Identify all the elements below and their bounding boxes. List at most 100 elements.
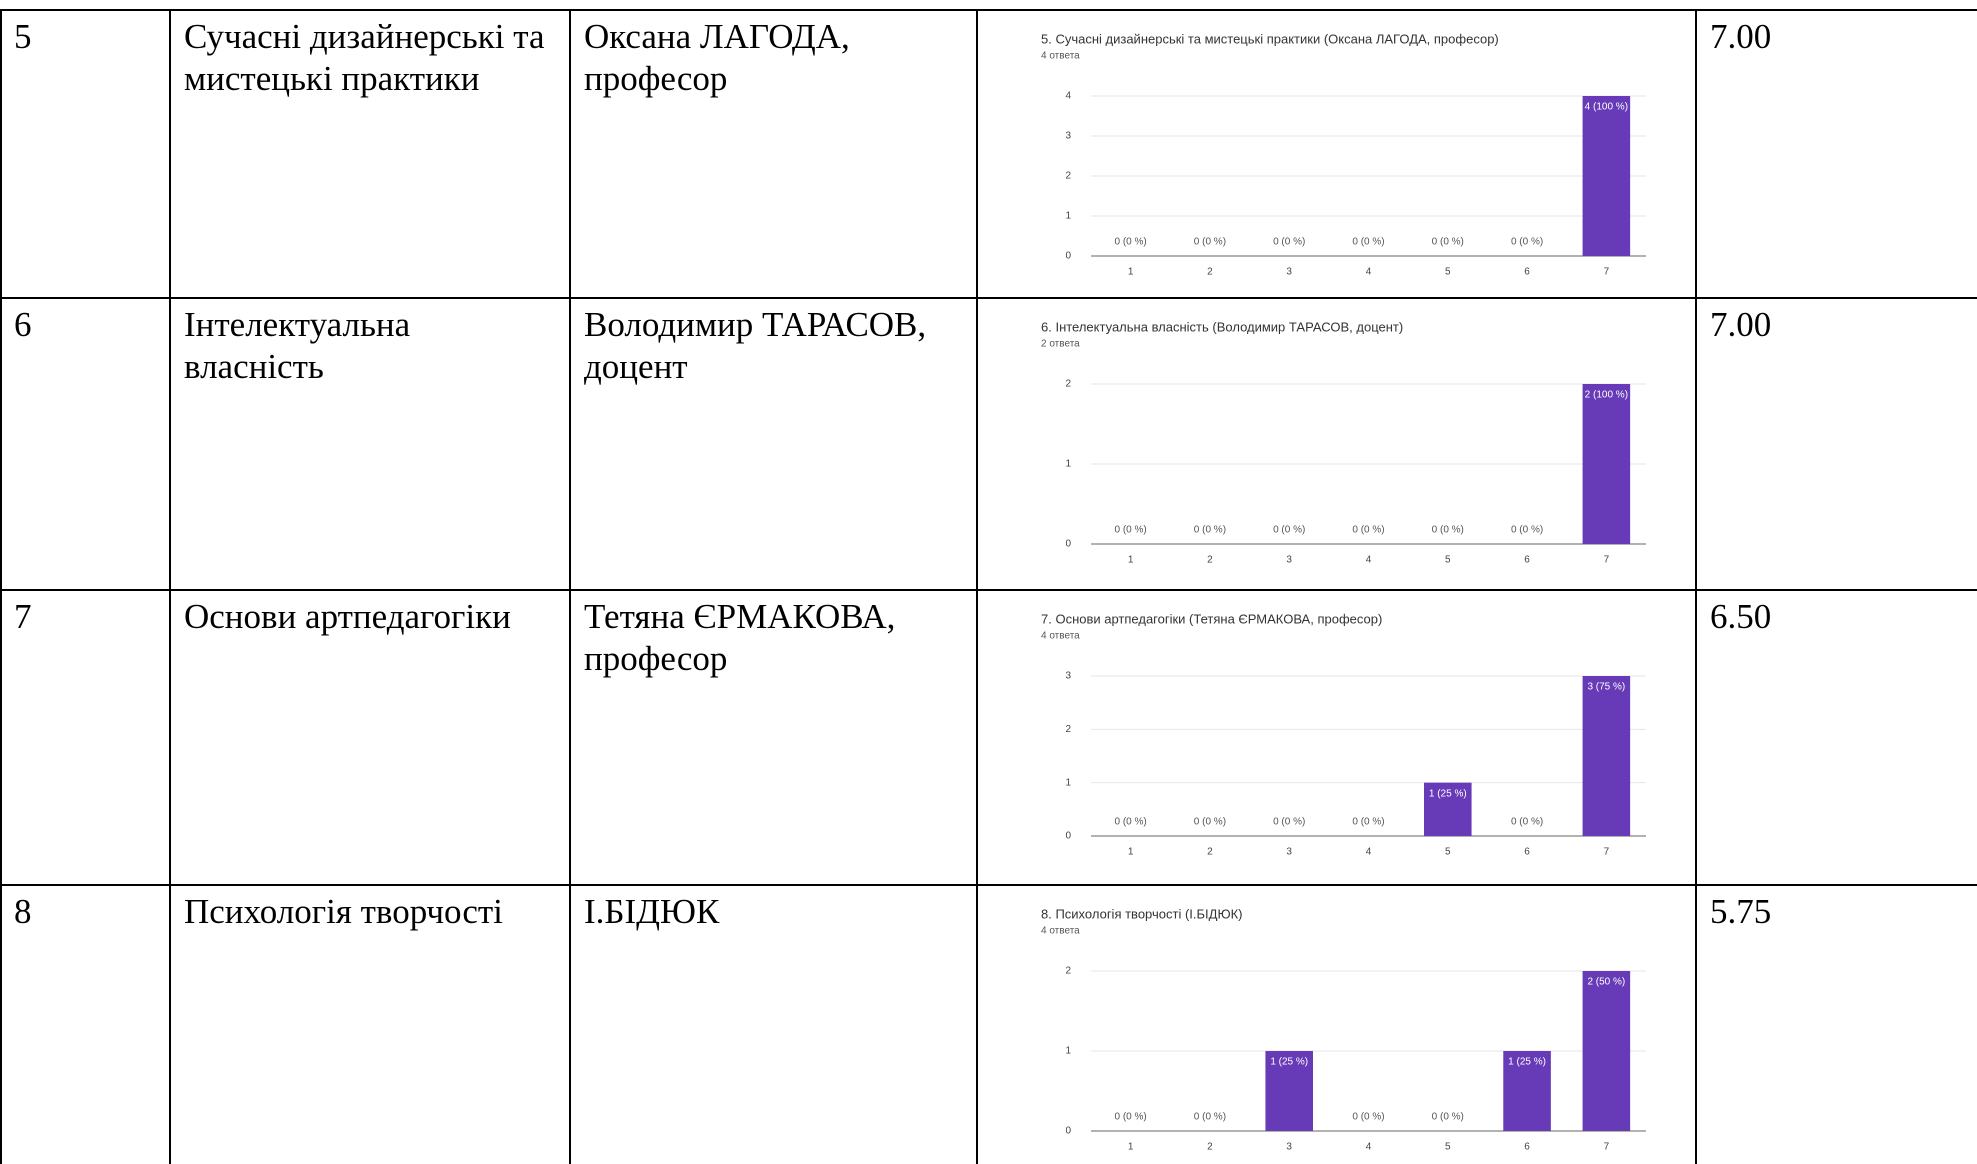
number-cell: 8 <box>14 892 32 931</box>
value-label: 0 (0 %) <box>1352 237 1384 248</box>
course-cell: Основи артпедагогіки <box>184 597 511 636</box>
value-label: 0 (0 %) <box>1352 525 1384 536</box>
score-cell: 7.00 <box>1710 17 1772 56</box>
number-cell: 6 <box>14 305 32 344</box>
y-tick-label: 0 <box>1065 1126 1071 1137</box>
score-cell: 6.50 <box>1710 597 1772 636</box>
x-tick-label: 4 <box>1366 1142 1372 1153</box>
column-border <box>569 10 571 1164</box>
course-cell: Інтелектуальна власність <box>184 305 411 386</box>
bar <box>1582 384 1631 544</box>
x-tick-label: 1 <box>1128 555 1134 566</box>
teacher-cell: І.БІДЮК <box>584 892 720 931</box>
value-label: 0 (0 %) <box>1511 525 1543 536</box>
bar <box>1424 782 1472 836</box>
y-tick-label: 1 <box>1065 211 1071 222</box>
x-tick-label: 2 <box>1207 555 1213 566</box>
x-tick-label: 4 <box>1366 267 1372 278</box>
course-cell: Психологія творчості <box>184 892 503 931</box>
value-label: 0 (0 %) <box>1115 1112 1147 1123</box>
value-label: 0 (0 %) <box>1432 237 1464 248</box>
value-label: 2 (50 %) <box>1587 977 1625 988</box>
chart: 6. Інтелектуальна власність (Володимир Т… <box>991 306 1681 576</box>
x-tick-label: 2 <box>1207 267 1213 278</box>
x-tick-label: 3 <box>1286 847 1292 858</box>
value-label: 0 (0 %) <box>1194 525 1226 536</box>
number-cell: 7 <box>14 597 32 636</box>
value-label: 1 (25 %) <box>1508 1057 1546 1068</box>
x-tick-label: 1 <box>1128 847 1134 858</box>
bar <box>1582 96 1631 256</box>
x-tick-label: 7 <box>1604 847 1610 858</box>
score-cell: 7.00 <box>1710 305 1772 344</box>
value-label: 0 (0 %) <box>1352 817 1384 828</box>
column-border <box>169 10 171 1164</box>
chart: 7. Основи артпедагогіки (Тетяна ЄРМАКОВА… <box>991 598 1681 868</box>
value-label: 0 (0 %) <box>1194 1112 1226 1123</box>
x-tick-label: 3 <box>1286 555 1292 566</box>
x-tick-label: 4 <box>1366 555 1372 566</box>
value-label: 0 (0 %) <box>1273 817 1305 828</box>
x-tick-label: 7 <box>1604 1142 1610 1153</box>
x-tick-label: 7 <box>1604 267 1610 278</box>
course-cell: Сучасні дизайнерські та мистецькі практи… <box>184 17 545 98</box>
teacher-cell: Тетяна ЄРМАКОВА, професор <box>584 597 896 678</box>
row-border <box>0 9 1977 11</box>
x-tick-label: 5 <box>1445 555 1451 566</box>
chart: 8. Психологія творчості (І.БІДЮК) 4 ответ… <box>991 893 1681 1163</box>
value-label: 0 (0 %) <box>1273 525 1305 536</box>
value-label: 0 (0 %) <box>1432 1112 1464 1123</box>
value-label: 1 (25 %) <box>1270 1057 1308 1068</box>
x-tick-label: 3 <box>1286 267 1292 278</box>
x-tick-label: 6 <box>1524 847 1530 858</box>
chart-title: 6. Інтелектуальна власність (Володимир Т… <box>1041 319 1403 334</box>
chart: 5. Сучасні дизайнерські та мистецькі пра… <box>991 18 1681 288</box>
column-border <box>0 10 2 1164</box>
y-tick-label: 3 <box>1065 671 1071 682</box>
y-tick-label: 2 <box>1065 171 1071 182</box>
x-tick-label: 5 <box>1445 847 1451 858</box>
teacher-cell: Оксана ЛАГОДА, професор <box>584 17 850 98</box>
y-tick-label: 4 <box>1065 91 1071 102</box>
y-tick-label: 3 <box>1065 131 1071 142</box>
y-tick-label: 1 <box>1065 459 1071 470</box>
value-label: 0 (0 %) <box>1115 525 1147 536</box>
y-tick-label: 2 <box>1065 379 1071 390</box>
value-label: 0 (0 %) <box>1273 237 1305 248</box>
value-label: 4 (100 %) <box>1585 102 1628 113</box>
x-tick-label: 4 <box>1366 847 1372 858</box>
row-border <box>0 884 1977 886</box>
y-tick-label: 1 <box>1065 1046 1071 1057</box>
x-tick-label: 1 <box>1128 1142 1134 1153</box>
column-border <box>976 10 978 1164</box>
x-tick-label: 6 <box>1524 1142 1530 1153</box>
column-border <box>1695 10 1697 1164</box>
value-label: 0 (0 %) <box>1194 817 1226 828</box>
value-label: 0 (0 %) <box>1511 237 1543 248</box>
chart-title: 7. Основи артпедагогіки (Тетяна ЄРМАКОВА… <box>1041 611 1382 626</box>
x-tick-label: 2 <box>1207 1142 1213 1153</box>
x-tick-label: 2 <box>1207 847 1213 858</box>
number-cell: 5 <box>14 17 32 56</box>
bar <box>1582 971 1631 1131</box>
bar <box>1503 1051 1551 1131</box>
value-label: 3 (75 %) <box>1587 682 1625 693</box>
y-tick-label: 2 <box>1065 724 1071 735</box>
x-tick-label: 6 <box>1524 555 1530 566</box>
row-border <box>0 297 1977 299</box>
x-tick-label: 7 <box>1604 555 1610 566</box>
x-tick-label: 5 <box>1445 1142 1451 1153</box>
y-tick-label: 1 <box>1065 777 1071 788</box>
row-border <box>0 589 1977 591</box>
chart-subtitle: 2 ответа <box>1041 339 1080 350</box>
y-tick-label: 0 <box>1065 251 1071 262</box>
chart-subtitle: 4 ответа <box>1041 51 1080 62</box>
value-label: 0 (0 %) <box>1115 817 1147 828</box>
chart-subtitle: 4 ответа <box>1041 926 1080 937</box>
x-tick-label: 5 <box>1445 267 1451 278</box>
chart-subtitle: 4 ответа <box>1041 631 1080 642</box>
value-label: 0 (0 %) <box>1511 817 1543 828</box>
value-label: 0 (0 %) <box>1115 237 1147 248</box>
bar <box>1265 1051 1313 1131</box>
